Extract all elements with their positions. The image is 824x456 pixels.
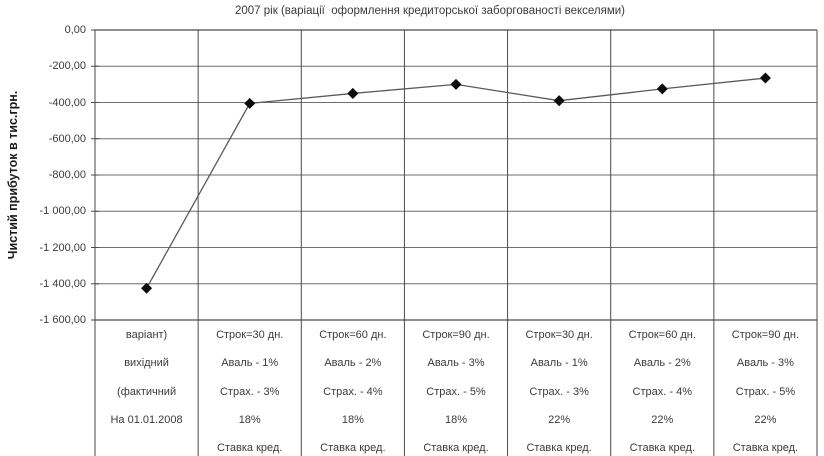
category-label-line: Страх. - 5% <box>735 385 796 398</box>
category-label-line: варіант) <box>125 329 168 341</box>
category-label-line: Ставка кред. <box>526 442 592 455</box>
category-label-line: На 01.01.2008 <box>110 413 183 426</box>
category-label-line: Ставка кред. <box>732 442 799 455</box>
data-point-marker <box>656 83 668 95</box>
category-label-line: Ставка кред. <box>423 442 489 455</box>
category-label-line: Страх. - 5% <box>426 385 486 398</box>
category-label-line: Строк=60 дн. <box>628 329 696 341</box>
category-label-line: Аваль - 3% <box>427 357 485 370</box>
category-label: Строк=60 дн. Аваль - 2% Страх. - 4% 22% Став… <box>611 321 714 456</box>
data-point-marker <box>244 97 256 109</box>
data-point-marker <box>141 282 153 294</box>
chart-title: 2007 рік (варіації оформлення кредиторсь… <box>234 5 625 17</box>
category-label-line: Страх. - 3% <box>219 385 280 398</box>
category-label-line: Строк=90 дн. <box>731 329 800 341</box>
category-label-line: Аваль - 2% <box>324 357 382 370</box>
category-label: Строк=60 дн. Аваль - 2% Страх. - 4% 18% Став… <box>301 321 404 456</box>
y-tick-label: -1 400,00 <box>39 277 86 290</box>
category-label-line: 22% <box>651 413 674 426</box>
data-point-marker <box>553 95 565 107</box>
category-label-line: Ставка кред. <box>217 442 283 455</box>
data-point-marker <box>347 87 359 99</box>
category-label: варіант) вихідний (фактичний На 01.01.2008 <box>95 321 198 456</box>
category-label-line: Ставка кред. <box>320 442 386 455</box>
y-tick-label: -600,00 <box>48 132 86 145</box>
category-label-line: Строк=90 дн. <box>422 329 490 341</box>
category-label-line: Аваль - 2% <box>633 357 691 370</box>
series-line <box>146 77 766 289</box>
category-label-line: 18% <box>238 413 261 426</box>
category-label: Строк=30 дн. Аваль - 1% Страх. - 3% 18% Став… <box>198 321 301 456</box>
category-label-line: 18% <box>444 413 467 426</box>
category-label-line: 22% <box>548 413 571 426</box>
category-label-line: Строк=60 дн. <box>319 329 387 341</box>
category-label-line: Аваль - 1% <box>530 357 588 370</box>
y-tick-label: -1 600,00 <box>39 314 86 326</box>
category-label: Строк=30 дн. Аваль - 1% Страх. - 3% 22% Став… <box>508 321 611 456</box>
category-label: Строк=90 дн. Аваль - 3% Страх. - 5% 22% Став… <box>714 321 817 456</box>
y-tick-label: 0,00 <box>64 24 86 36</box>
data-point-marker <box>450 78 462 90</box>
category-label-line: Страх. - 4% <box>323 385 383 398</box>
category-label-line: Аваль - 1% <box>221 357 279 370</box>
category-label-line: 18% <box>341 413 364 426</box>
category-label: Строк=90 дн. Аваль - 3% Страх. - 5% 18% Став… <box>404 321 507 456</box>
category-label-line: (фактичний <box>117 385 177 398</box>
y-tick-label: -800,00 <box>48 169 86 181</box>
y-tick-label: -200,00 <box>48 60 86 73</box>
category-label-line: 22% <box>754 413 777 426</box>
category-label-line <box>95 434 198 456</box>
y-tick-label: -400,00 <box>48 96 86 109</box>
category-label-line: Страх. - 4% <box>632 385 692 398</box>
category-label-line: Строк=30 дн. <box>216 329 284 341</box>
category-label-line: вихідний <box>124 357 169 370</box>
category-label-line: Строк=30 дн. <box>525 329 593 341</box>
data-point-marker <box>759 72 771 84</box>
category-label-line: Страх. - 3% <box>529 385 589 398</box>
y-tick-label: -1 000,00 <box>39 205 86 218</box>
category-label-line: Ставка кред. <box>629 442 695 455</box>
y-tick-label: -1 200,00 <box>39 241 86 254</box>
category-label-line: Аваль - 3% <box>736 357 794 370</box>
